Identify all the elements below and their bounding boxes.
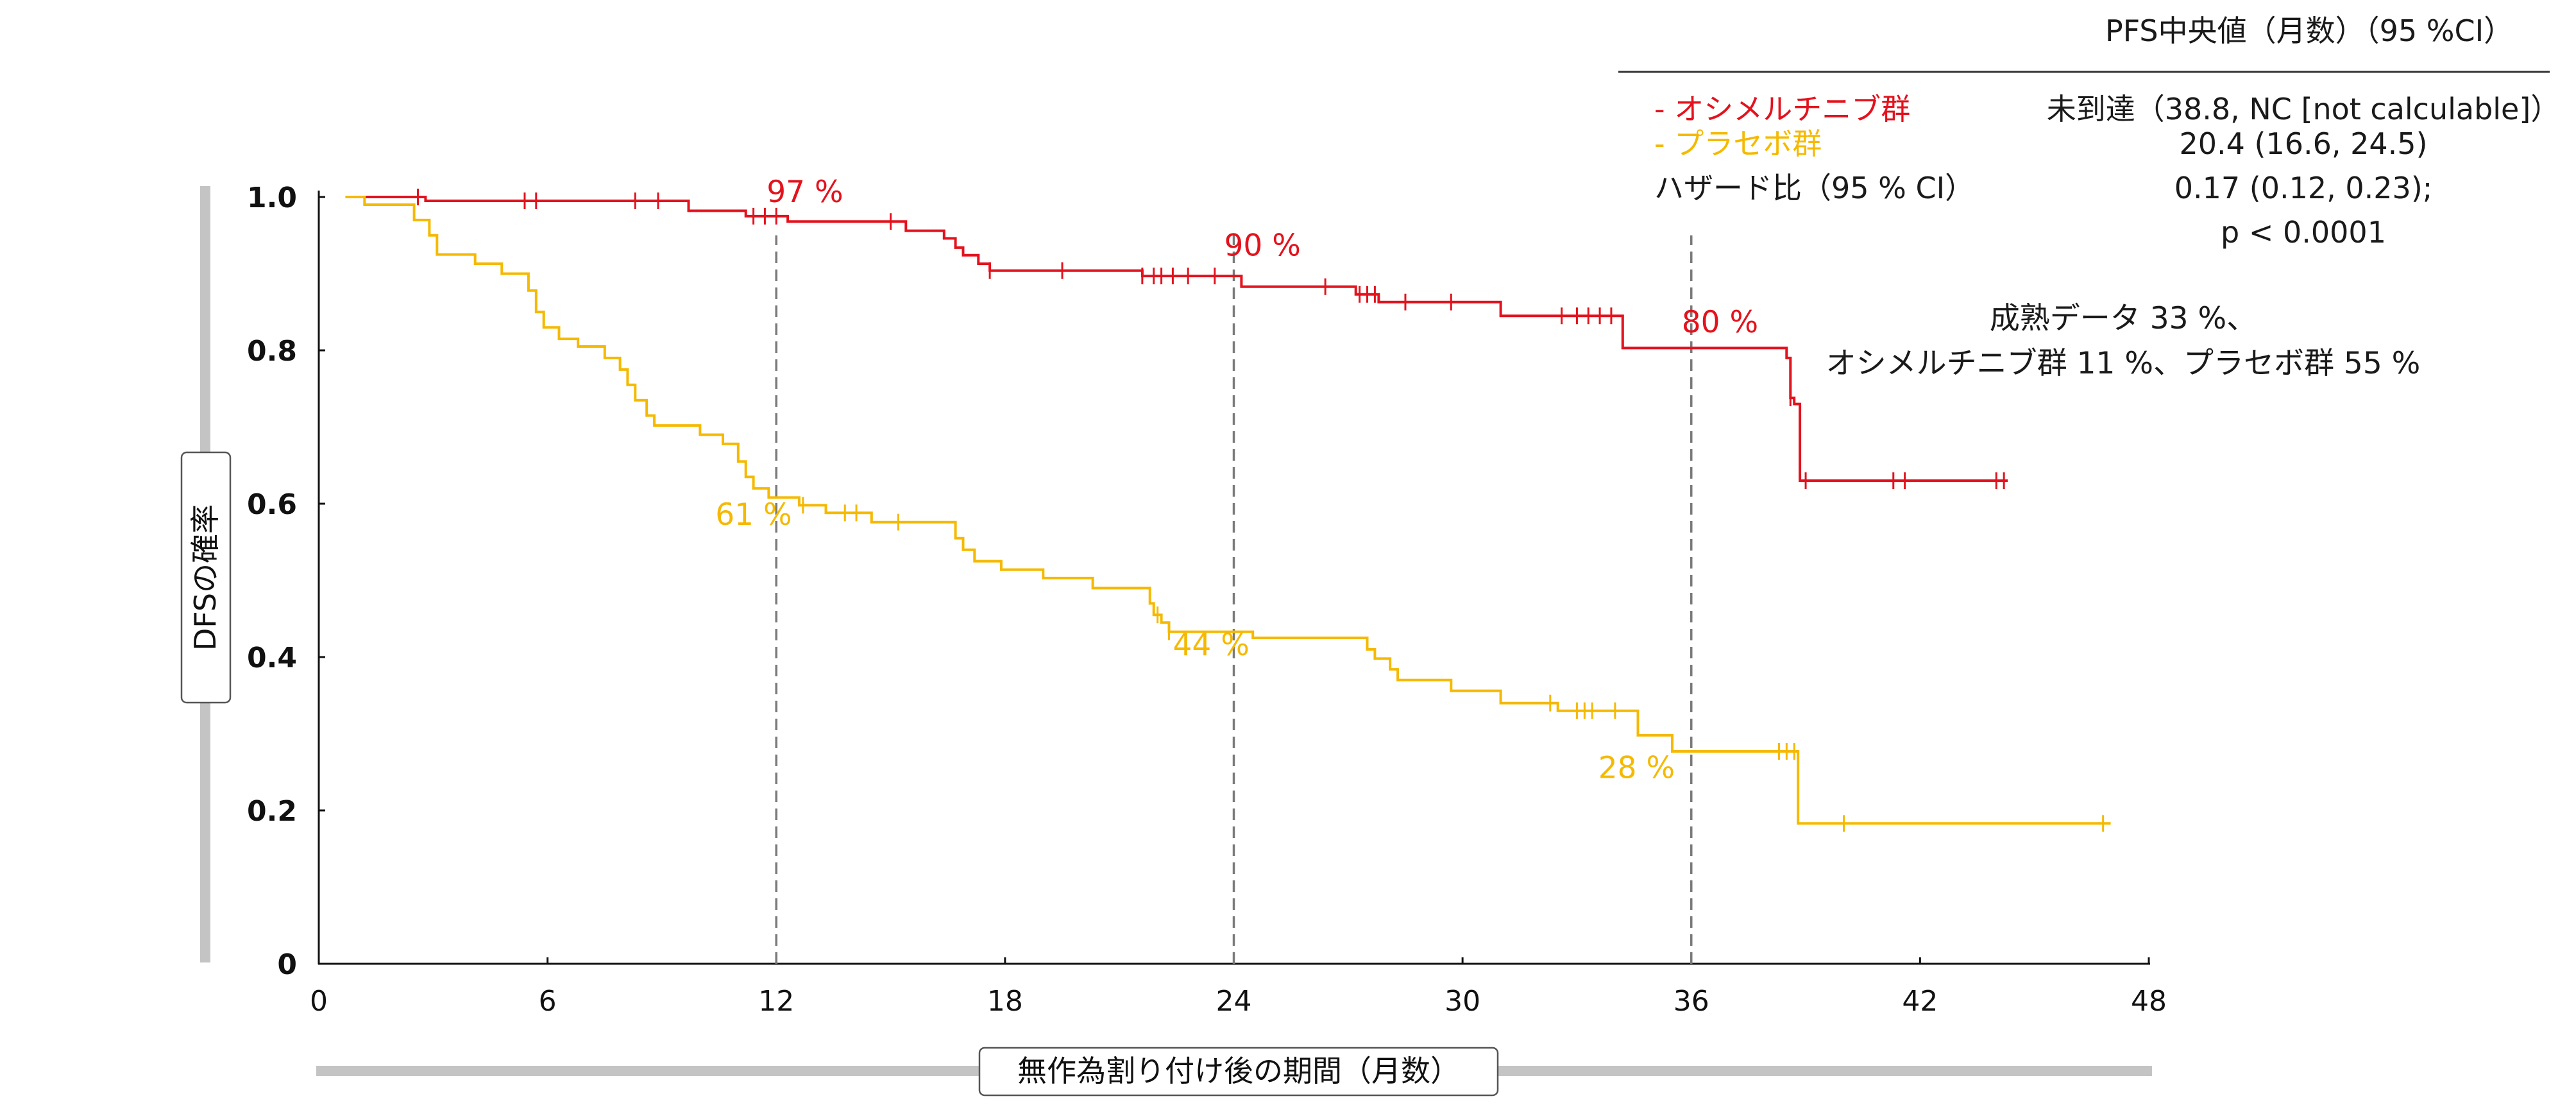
legend-header: PFS中央値（月数）（95 %CI）: [2105, 13, 2513, 48]
y-tick-label: 0.4: [247, 642, 297, 674]
placebo-curve: [345, 196, 2111, 825]
x-tick-label: 42: [1902, 985, 1938, 1018]
x-tick-label: 18: [987, 985, 1023, 1018]
curves-layer: [345, 189, 2111, 832]
y-tick-label: 0.2: [247, 795, 297, 828]
x-tick-label: 6: [539, 985, 557, 1018]
x-axis-label-box: [978, 1047, 1499, 1097]
osimertinib-landmark-label: 80 %: [1682, 305, 1758, 340]
x-tick-label: 24: [1216, 985, 1252, 1018]
placebo-landmark-label: 61 %: [715, 497, 792, 533]
y-axis-label-box: [180, 451, 232, 704]
legend-row-placebo-value: 20.4 (16.6, 24.5): [2179, 126, 2427, 161]
landmark-labels: 97 % 90 % 80 % 61 % 44 % 28 %: [715, 175, 1758, 786]
y-tick-label: 0.6: [247, 488, 297, 521]
y-tick-label: 0: [277, 948, 297, 981]
ticks-layer: 0 6 12 18 24 30 36 42 48 0 0.2 0.4 0.6 0.8 1.0: [247, 182, 2167, 1018]
y-tick-label: 1.0: [247, 182, 297, 214]
x-tick-label: 0: [310, 985, 328, 1018]
legend-row-hazard-label: ハザード比（95 % CI）: [1654, 171, 1974, 205]
y-axis-label: DFSの確率: [188, 504, 223, 651]
placebo-landmark-label: 28 %: [1598, 750, 1675, 785]
annotation-line1: 成熟データ 33 %、: [1990, 301, 2257, 336]
y-tick-label: 0.8: [247, 335, 297, 368]
reference-lines: [775, 235, 1693, 964]
placebo-landmark-label: 44 %: [1173, 628, 1250, 663]
legend-row-osimertinib-value: 未到達（38.8, NC [not calculable]）: [2047, 92, 2561, 126]
legend-row-placebo-label: - プラセボ群: [1654, 126, 1822, 161]
x-tick-label: 30: [1445, 985, 1480, 1018]
annotation-line2: オシメルチニブ群 11 %、プラセボ群 55 %: [1826, 346, 2421, 381]
legend-row-osimertinib-label: - オシメルチニブ群: [1654, 92, 1910, 126]
x-axis-label: 無作為割り付け後の期間（月数）: [1017, 1054, 1460, 1088]
osimertinib-landmark-label: 97 %: [767, 175, 843, 210]
osimertinib-curve: [345, 196, 2008, 483]
x-tick-label: 36: [1674, 985, 1709, 1018]
x-tick-label: 48: [2131, 985, 2167, 1018]
x-tick-label: 12: [758, 985, 794, 1018]
legend-row-hazard-value: 0.17 (0.12, 0.23);: [2174, 171, 2433, 205]
osimertinib-landmark-label: 90 %: [1224, 228, 1301, 264]
legend-pvalue: p < 0.0001: [2221, 215, 2386, 250]
